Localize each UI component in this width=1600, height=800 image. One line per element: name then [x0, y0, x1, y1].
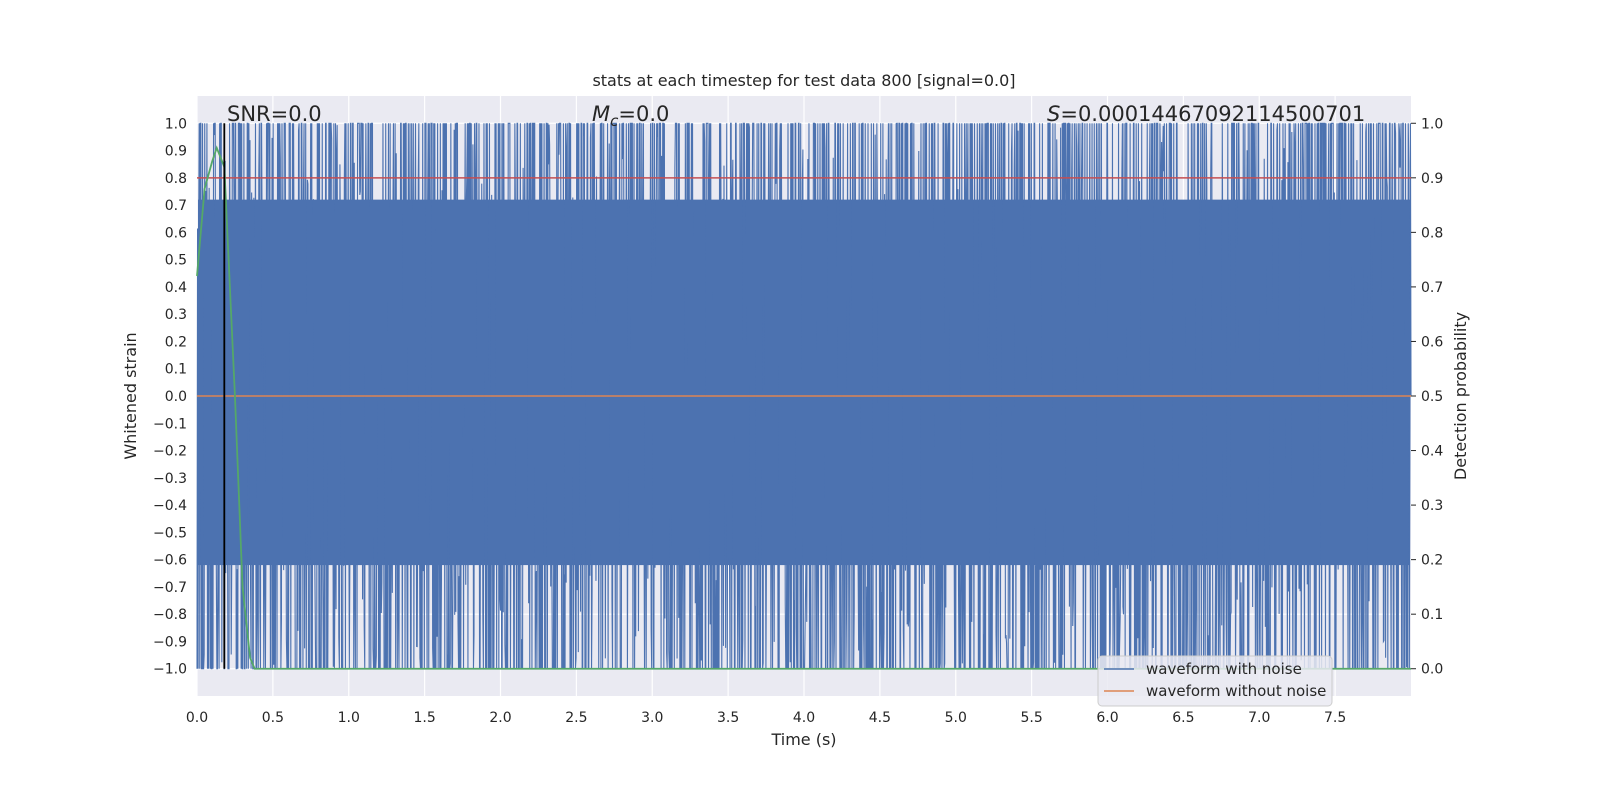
y-left-tick-label: −1.0	[153, 662, 187, 678]
mc-symbol: M	[592, 102, 610, 126]
x-tick-label: 6.5	[1172, 710, 1194, 726]
x-tick-label: 6.0	[1096, 710, 1118, 726]
y-left-tick-label: −0.3	[153, 471, 187, 487]
y-left-tick-label: 1.0	[165, 116, 187, 132]
y-right-tick-label: 0.6	[1421, 334, 1443, 350]
legend-label-clean: waveform without noise	[1146, 682, 1326, 700]
x-axis-label: Time (s)	[770, 730, 836, 749]
y-right-tick-label: 0.4	[1421, 444, 1443, 460]
y-left-tick-label: 0.1	[165, 362, 187, 378]
y-axis-label-right: Detection probability	[1451, 312, 1470, 480]
y-left-tick-label: −0.7	[153, 580, 187, 596]
y-left-tick-label: −0.1	[153, 416, 187, 432]
x-tick-label: 3.5	[717, 710, 739, 726]
s-value: =0.00014467092114500701	[1060, 102, 1365, 126]
legend-label-noise: waveform with noise	[1146, 660, 1302, 678]
y-left-tick-label: 0.2	[165, 334, 187, 350]
y-left-tick-label: −0.5	[153, 525, 187, 541]
x-tick-label: 1.5	[413, 710, 435, 726]
legend-box	[1097, 655, 1333, 707]
y-left-tick-label: 0.7	[165, 198, 187, 214]
x-tick-label: 3.0	[641, 710, 663, 726]
y-left-tick-label: −0.8	[153, 607, 187, 623]
y-left-tick-label: −0.9	[153, 634, 187, 650]
x-tick-label: 2.0	[489, 710, 511, 726]
mc-subscript: c	[610, 112, 619, 130]
y-right-tick-label: 0.5	[1421, 389, 1443, 405]
x-tick-label: 7.5	[1324, 710, 1346, 726]
s-symbol: S	[1047, 102, 1060, 126]
x-tick-label: 1.0	[338, 710, 360, 726]
y-right-tick-label: 0.0	[1421, 662, 1443, 678]
y-left-tick-label: 0.3	[165, 307, 187, 323]
mc-value: =0.0	[618, 102, 669, 126]
y-right-tick-label: 0.8	[1421, 225, 1443, 241]
y-right-tick-label: 0.2	[1421, 553, 1443, 569]
y-right-tick-label: 0.3	[1421, 498, 1443, 514]
s-annotation: S=0.00014467092114500701	[1047, 102, 1365, 126]
y-left-tick-label: 0.8	[165, 171, 187, 187]
y-left-tick-label: 0.9	[165, 144, 187, 160]
x-tick-label: 4.0	[793, 710, 815, 726]
y-left-tick-label: −0.4	[153, 498, 187, 514]
chart-title: stats at each timestep for test data 800…	[592, 71, 1015, 90]
y-axis-label-left: Whitened strain	[121, 332, 140, 459]
y-left-tick-label: −0.6	[153, 553, 187, 569]
y-right-tick-label: 1.0	[1421, 116, 1443, 132]
x-tick-label: 0.0	[186, 710, 208, 726]
y-left-tick-label: 0.5	[165, 253, 187, 269]
y-left-tick-label: 0.4	[165, 280, 187, 296]
x-tick-label: 4.5	[869, 710, 891, 726]
series	[196, 122, 1412, 670]
x-tick-label: 2.5	[565, 710, 587, 726]
axes: 0.0 0.5 1.0 1.5 2.0 2.5 3.0 3.5 4.0 4.5 5.0 5.5 6.0 6…	[153, 116, 1443, 726]
mc-annotation: Mc=0.0	[592, 102, 669, 130]
legend: waveform with noise waveform without noi…	[1097, 655, 1333, 707]
y-left-tick-label: 0.0	[165, 389, 187, 405]
x-tick-label: 5.0	[945, 710, 967, 726]
y-left-tick-label: 0.6	[165, 225, 187, 241]
snr-annotation: SNR=0.0	[227, 102, 322, 126]
y-right-tick-label: 0.1	[1421, 607, 1443, 623]
y-left-tick-label: −0.2	[153, 444, 187, 460]
x-tick-label: 5.5	[1020, 710, 1042, 726]
detection-probability-line	[196, 145, 1411, 670]
y-right-tick-label: 0.7	[1421, 280, 1443, 296]
x-tick-label: 7.0	[1248, 710, 1270, 726]
y-right-tick-label: 0.9	[1421, 171, 1443, 187]
x-tick-label: 0.5	[262, 710, 284, 726]
